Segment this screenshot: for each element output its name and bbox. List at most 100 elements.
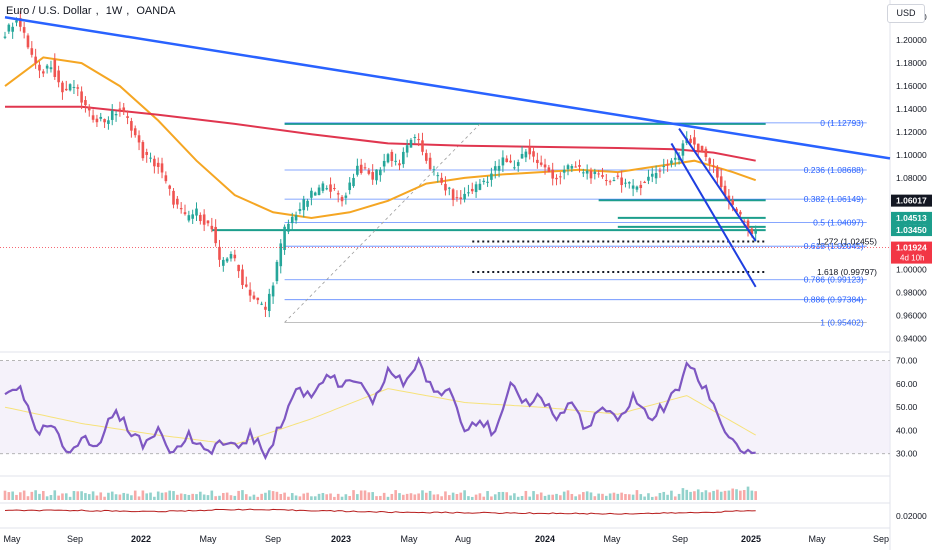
- fib-level-label: 0.786 (0.99123): [804, 275, 864, 285]
- volume-bar: [49, 495, 53, 500]
- fib-anchor-line: [284, 123, 481, 323]
- volume-bar: [601, 493, 604, 500]
- candle-body: [490, 173, 493, 180]
- candle-body: [735, 208, 738, 213]
- candle-body: [574, 166, 577, 168]
- candle-body: [589, 170, 593, 179]
- candle-body: [440, 177, 443, 183]
- candle-body: [486, 181, 489, 183]
- candle-body: [394, 160, 397, 162]
- rsi-line: [4, 356, 756, 461]
- candle-body: [279, 243, 283, 267]
- volume-bar: [53, 490, 57, 500]
- y-tick-label: 0.96000: [896, 311, 927, 321]
- x-tick-label: May: [808, 534, 826, 544]
- y-tick-label: 1.10000: [896, 150, 927, 160]
- candle-body: [3, 36, 7, 38]
- candle-body: [42, 71, 45, 74]
- candle-body: [666, 164, 669, 166]
- chart-title: Euro / U.S. Dollar, 1W, OANDA: [6, 5, 176, 17]
- x-tick-label: Aug: [455, 534, 471, 544]
- y-tick-label: 1.08000: [896, 173, 927, 183]
- candle-body: [605, 180, 608, 182]
- volume-bar: [260, 493, 263, 500]
- candle-body: [524, 151, 528, 158]
- volume-bar: [570, 493, 574, 500]
- candle-body: [183, 212, 187, 215]
- volume-bar: [379, 495, 382, 500]
- candle-body: [359, 164, 363, 173]
- candle-body: [367, 170, 371, 174]
- volume-bar: [176, 494, 179, 500]
- candle-body: [528, 147, 532, 155]
- volume-bar: [99, 492, 103, 500]
- candle-body: [164, 175, 168, 182]
- volume-bar: [386, 496, 390, 500]
- volume-bar: [214, 496, 217, 500]
- volume-bar: [271, 491, 275, 500]
- volume-bar: [509, 495, 512, 500]
- candle-body: [662, 166, 666, 168]
- volume-bar: [306, 492, 309, 500]
- volume-bar: [409, 493, 413, 500]
- volume-bar: [505, 492, 509, 500]
- volume-bar: [187, 494, 191, 500]
- volume-bar: [459, 492, 463, 500]
- candle-body: [451, 189, 455, 201]
- candle-body: [601, 175, 604, 177]
- candle-body: [585, 170, 589, 174]
- candle-body: [432, 169, 436, 171]
- candle-body: [153, 158, 156, 167]
- volume-bar: [42, 491, 45, 500]
- candle-body: [555, 177, 558, 180]
- volume-bar: [398, 493, 401, 500]
- volume-bar: [210, 490, 214, 500]
- currency-button[interactable]: USD: [887, 4, 925, 23]
- candle-body: [501, 157, 505, 166]
- volume-bar: [359, 490, 363, 500]
- candle-body: [708, 158, 712, 164]
- candle-body: [513, 167, 516, 169]
- volume-bar: [38, 493, 41, 500]
- volume-bar: [746, 486, 750, 500]
- candle-body: [428, 157, 432, 170]
- candle-body: [436, 175, 440, 177]
- volume-bar: [114, 494, 118, 500]
- candle-body: [176, 198, 179, 205]
- volume-bar: [516, 496, 520, 500]
- candle-body: [681, 143, 685, 156]
- candle-body: [313, 192, 317, 196]
- volume-bar: [168, 490, 171, 500]
- candle-body: [409, 139, 413, 148]
- volume-bar: [141, 490, 145, 500]
- volume-bar: [68, 496, 72, 500]
- volume-bar: [478, 493, 482, 500]
- candle-body: [214, 226, 217, 244]
- candle-body: [271, 285, 275, 297]
- candle-body: [405, 145, 409, 153]
- candle-body: [195, 208, 198, 216]
- volume-bar: [153, 496, 156, 500]
- rsi-tick-label: 70.00: [896, 356, 918, 366]
- candle-body: [631, 185, 635, 189]
- volume-bar: [417, 493, 420, 500]
- volume-bar: [15, 494, 18, 500]
- candle-body: [61, 82, 64, 93]
- fib-level-label: 0.618 (1.02045): [804, 241, 864, 251]
- candle-body: [260, 303, 263, 305]
- volume-bar: [183, 494, 187, 500]
- candle-body: [344, 195, 348, 198]
- volume-bar: [64, 493, 68, 500]
- candle-body: [218, 246, 221, 260]
- rsi-tick-label: 60.00: [896, 379, 918, 389]
- candle-body: [578, 165, 581, 167]
- candle-body: [241, 269, 244, 286]
- volume-bar: [585, 491, 589, 500]
- candle-body: [38, 64, 41, 71]
- candle-body: [497, 165, 501, 171]
- volume-bar: [80, 491, 83, 500]
- volume-bar: [501, 491, 505, 500]
- volume-bar: [103, 496, 106, 500]
